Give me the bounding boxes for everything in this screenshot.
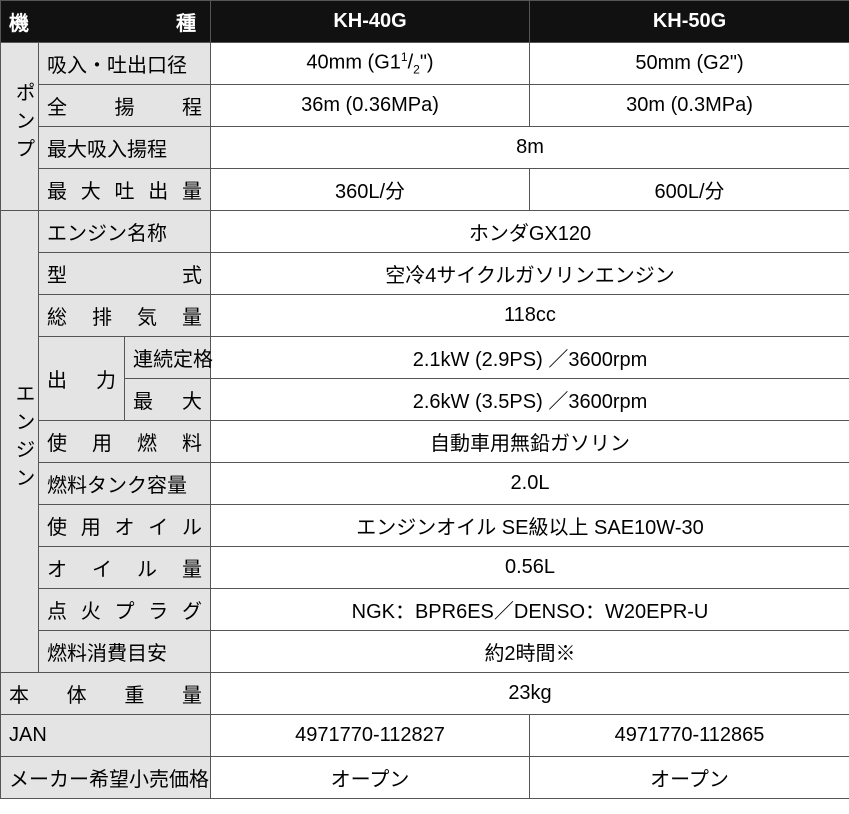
val-discharge-a: 360L/分 bbox=[211, 169, 530, 211]
label-engine-name: エンジン名称 bbox=[39, 211, 211, 253]
val-head-a: 36m (0.36MPa) bbox=[211, 85, 530, 127]
val-output-cont: 2.1kW (2.9PS) ／3600rpm bbox=[211, 337, 849, 379]
val-port-a: 40mm (G11/2") bbox=[211, 43, 530, 85]
val-fuel: 自動車用無鉛ガソリン bbox=[211, 421, 849, 463]
label-tank: 燃料タンク容量 bbox=[39, 463, 211, 505]
label-output-cont: 連続定格 bbox=[125, 337, 211, 379]
row-engine-oil: 使用オイル エンジンオイル SE級以上 SAE10W-30 bbox=[1, 505, 849, 547]
row-engine-fuel: 使用燃料 自動車用無鉛ガソリン bbox=[1, 421, 849, 463]
row-engine-consum: 燃料消費目安 約2時間※ bbox=[1, 631, 849, 673]
row-engine-oilqty: オイル量 0.56L bbox=[1, 547, 849, 589]
row-engine-name: エンジン エンジン名称 ホンダGX120 bbox=[1, 211, 849, 253]
row-engine-disp: 総排気量 118cc bbox=[1, 295, 849, 337]
val-plug: NGK：BPR6ES／DENSO：W20EPR-U bbox=[211, 589, 849, 631]
header-row: 機種 KH-40G KH-50G bbox=[1, 1, 849, 43]
val-consum: 約2時間※ bbox=[211, 631, 849, 673]
label-engine-disp: 総排気量 bbox=[39, 295, 211, 337]
row-engine-plug: 点火プラグ NGK：BPR6ES／DENSO：W20EPR-U bbox=[1, 589, 849, 631]
header-model-label: 機種 bbox=[1, 1, 211, 43]
val-head-b: 30m (0.3MPa) bbox=[530, 85, 849, 127]
header-model-b: KH-50G bbox=[530, 1, 849, 43]
val-jan-b: 4971770-112865 bbox=[530, 715, 849, 757]
row-engine-output-cont: 出力 連続定格 2.1kW (2.9PS) ／3600rpm bbox=[1, 337, 849, 379]
row-pump-head: 全揚程 36m (0.36MPa) 30m (0.3MPa) bbox=[1, 85, 849, 127]
label-discharge: 最大吐出量 bbox=[39, 169, 211, 211]
val-price-b: オープン bbox=[530, 757, 849, 799]
cat-engine: エンジン bbox=[1, 211, 39, 673]
val-discharge-b: 600L/分 bbox=[530, 169, 849, 211]
row-engine-output-max: 最大 2.6kW (3.5PS) ／3600rpm bbox=[1, 379, 849, 421]
label-price: メーカー希望小売価格 bbox=[1, 757, 211, 799]
label-port: 吸入・吐出口径 bbox=[39, 43, 211, 85]
label-plug: 点火プラグ bbox=[39, 589, 211, 631]
row-engine-type: 型式 空冷4サイクルガソリンエンジン bbox=[1, 253, 849, 295]
label-oilqty: オイル量 bbox=[39, 547, 211, 589]
val-engine-disp: 118cc bbox=[211, 295, 849, 337]
label-jan: JAN bbox=[1, 715, 211, 757]
label-fuel: 使用燃料 bbox=[39, 421, 211, 463]
val-suction: 8m bbox=[211, 127, 849, 169]
label-engine-type: 型式 bbox=[39, 253, 211, 295]
label-output-max: 最大 bbox=[125, 379, 211, 421]
val-price-a: オープン bbox=[211, 757, 530, 799]
label-oil: 使用オイル bbox=[39, 505, 211, 547]
val-output-max: 2.6kW (3.5PS) ／3600rpm bbox=[211, 379, 849, 421]
val-jan-a: 4971770-112827 bbox=[211, 715, 530, 757]
val-oil: エンジンオイル SE級以上 SAE10W-30 bbox=[211, 505, 849, 547]
row-engine-tank: 燃料タンク容量 2.0L bbox=[1, 463, 849, 505]
label-consum: 燃料消費目安 bbox=[39, 631, 211, 673]
label-head: 全揚程 bbox=[39, 85, 211, 127]
val-weight: 23kg bbox=[211, 673, 849, 715]
label-output: 出力 bbox=[39, 337, 125, 421]
label-weight: 本体重量 bbox=[1, 673, 211, 715]
spec-table: 機種 KH-40G KH-50G ポンプ 吸入・吐出口径 40mm (G11/2… bbox=[0, 0, 849, 799]
row-pump-discharge: 最大吐出量 360L/分 600L/分 bbox=[1, 169, 849, 211]
row-price: メーカー希望小売価格 オープン オープン bbox=[1, 757, 849, 799]
row-pump-port: ポンプ 吸入・吐出口径 40mm (G11/2") 50mm (G2") bbox=[1, 43, 849, 85]
cat-pump: ポンプ bbox=[1, 43, 39, 211]
val-engine-name: ホンダGX120 bbox=[211, 211, 849, 253]
label-suction: 最大吸入揚程 bbox=[39, 127, 211, 169]
row-jan: JAN 4971770-112827 4971770-112865 bbox=[1, 715, 849, 757]
val-oilqty: 0.56L bbox=[211, 547, 849, 589]
val-port-b: 50mm (G2") bbox=[530, 43, 849, 85]
row-weight: 本体重量 23kg bbox=[1, 673, 849, 715]
val-tank: 2.0L bbox=[211, 463, 849, 505]
header-model-a: KH-40G bbox=[211, 1, 530, 43]
val-engine-type: 空冷4サイクルガソリンエンジン bbox=[211, 253, 849, 295]
row-pump-suction: 最大吸入揚程 8m bbox=[1, 127, 849, 169]
